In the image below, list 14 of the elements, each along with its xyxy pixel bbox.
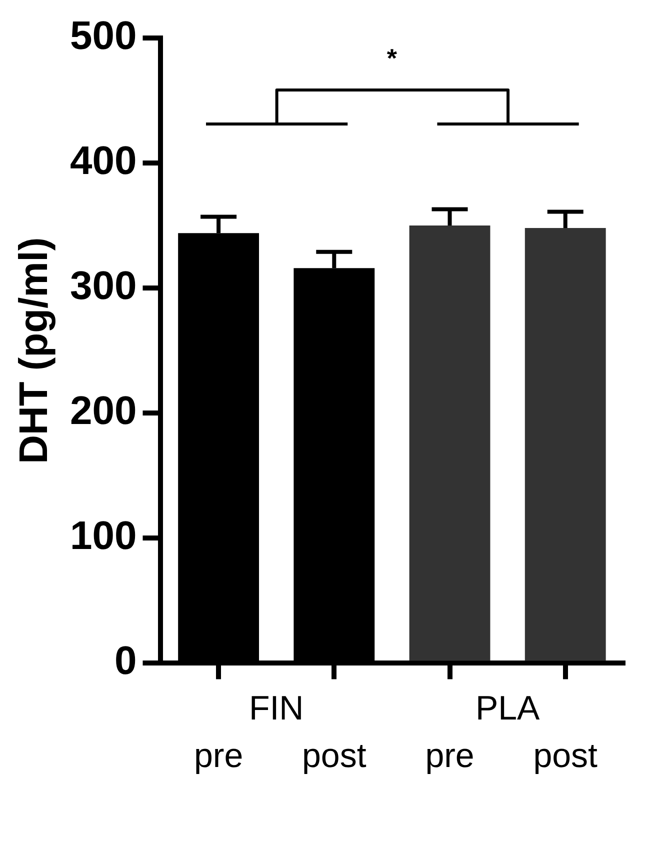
x-tick-label: post — [533, 736, 598, 775]
x-tick-label: pre — [194, 736, 244, 775]
y-tick-label: 300 — [70, 264, 137, 308]
x-tick-label: pre — [425, 736, 474, 775]
y-axis-title: DHT (pg/ml) — [12, 237, 56, 464]
text: PLA — [475, 690, 540, 728]
text: FIN — [248, 690, 304, 728]
y-tick-label: 500 — [70, 14, 137, 58]
y-tick-label: 200 — [70, 389, 137, 434]
x-tick-label: post — [302, 736, 367, 775]
y-tick-label: 100 — [70, 514, 137, 558]
y-tick-label: 0 — [114, 639, 137, 684]
annotation: * — [386, 43, 398, 74]
y-tick-label: 400 — [70, 139, 137, 184]
